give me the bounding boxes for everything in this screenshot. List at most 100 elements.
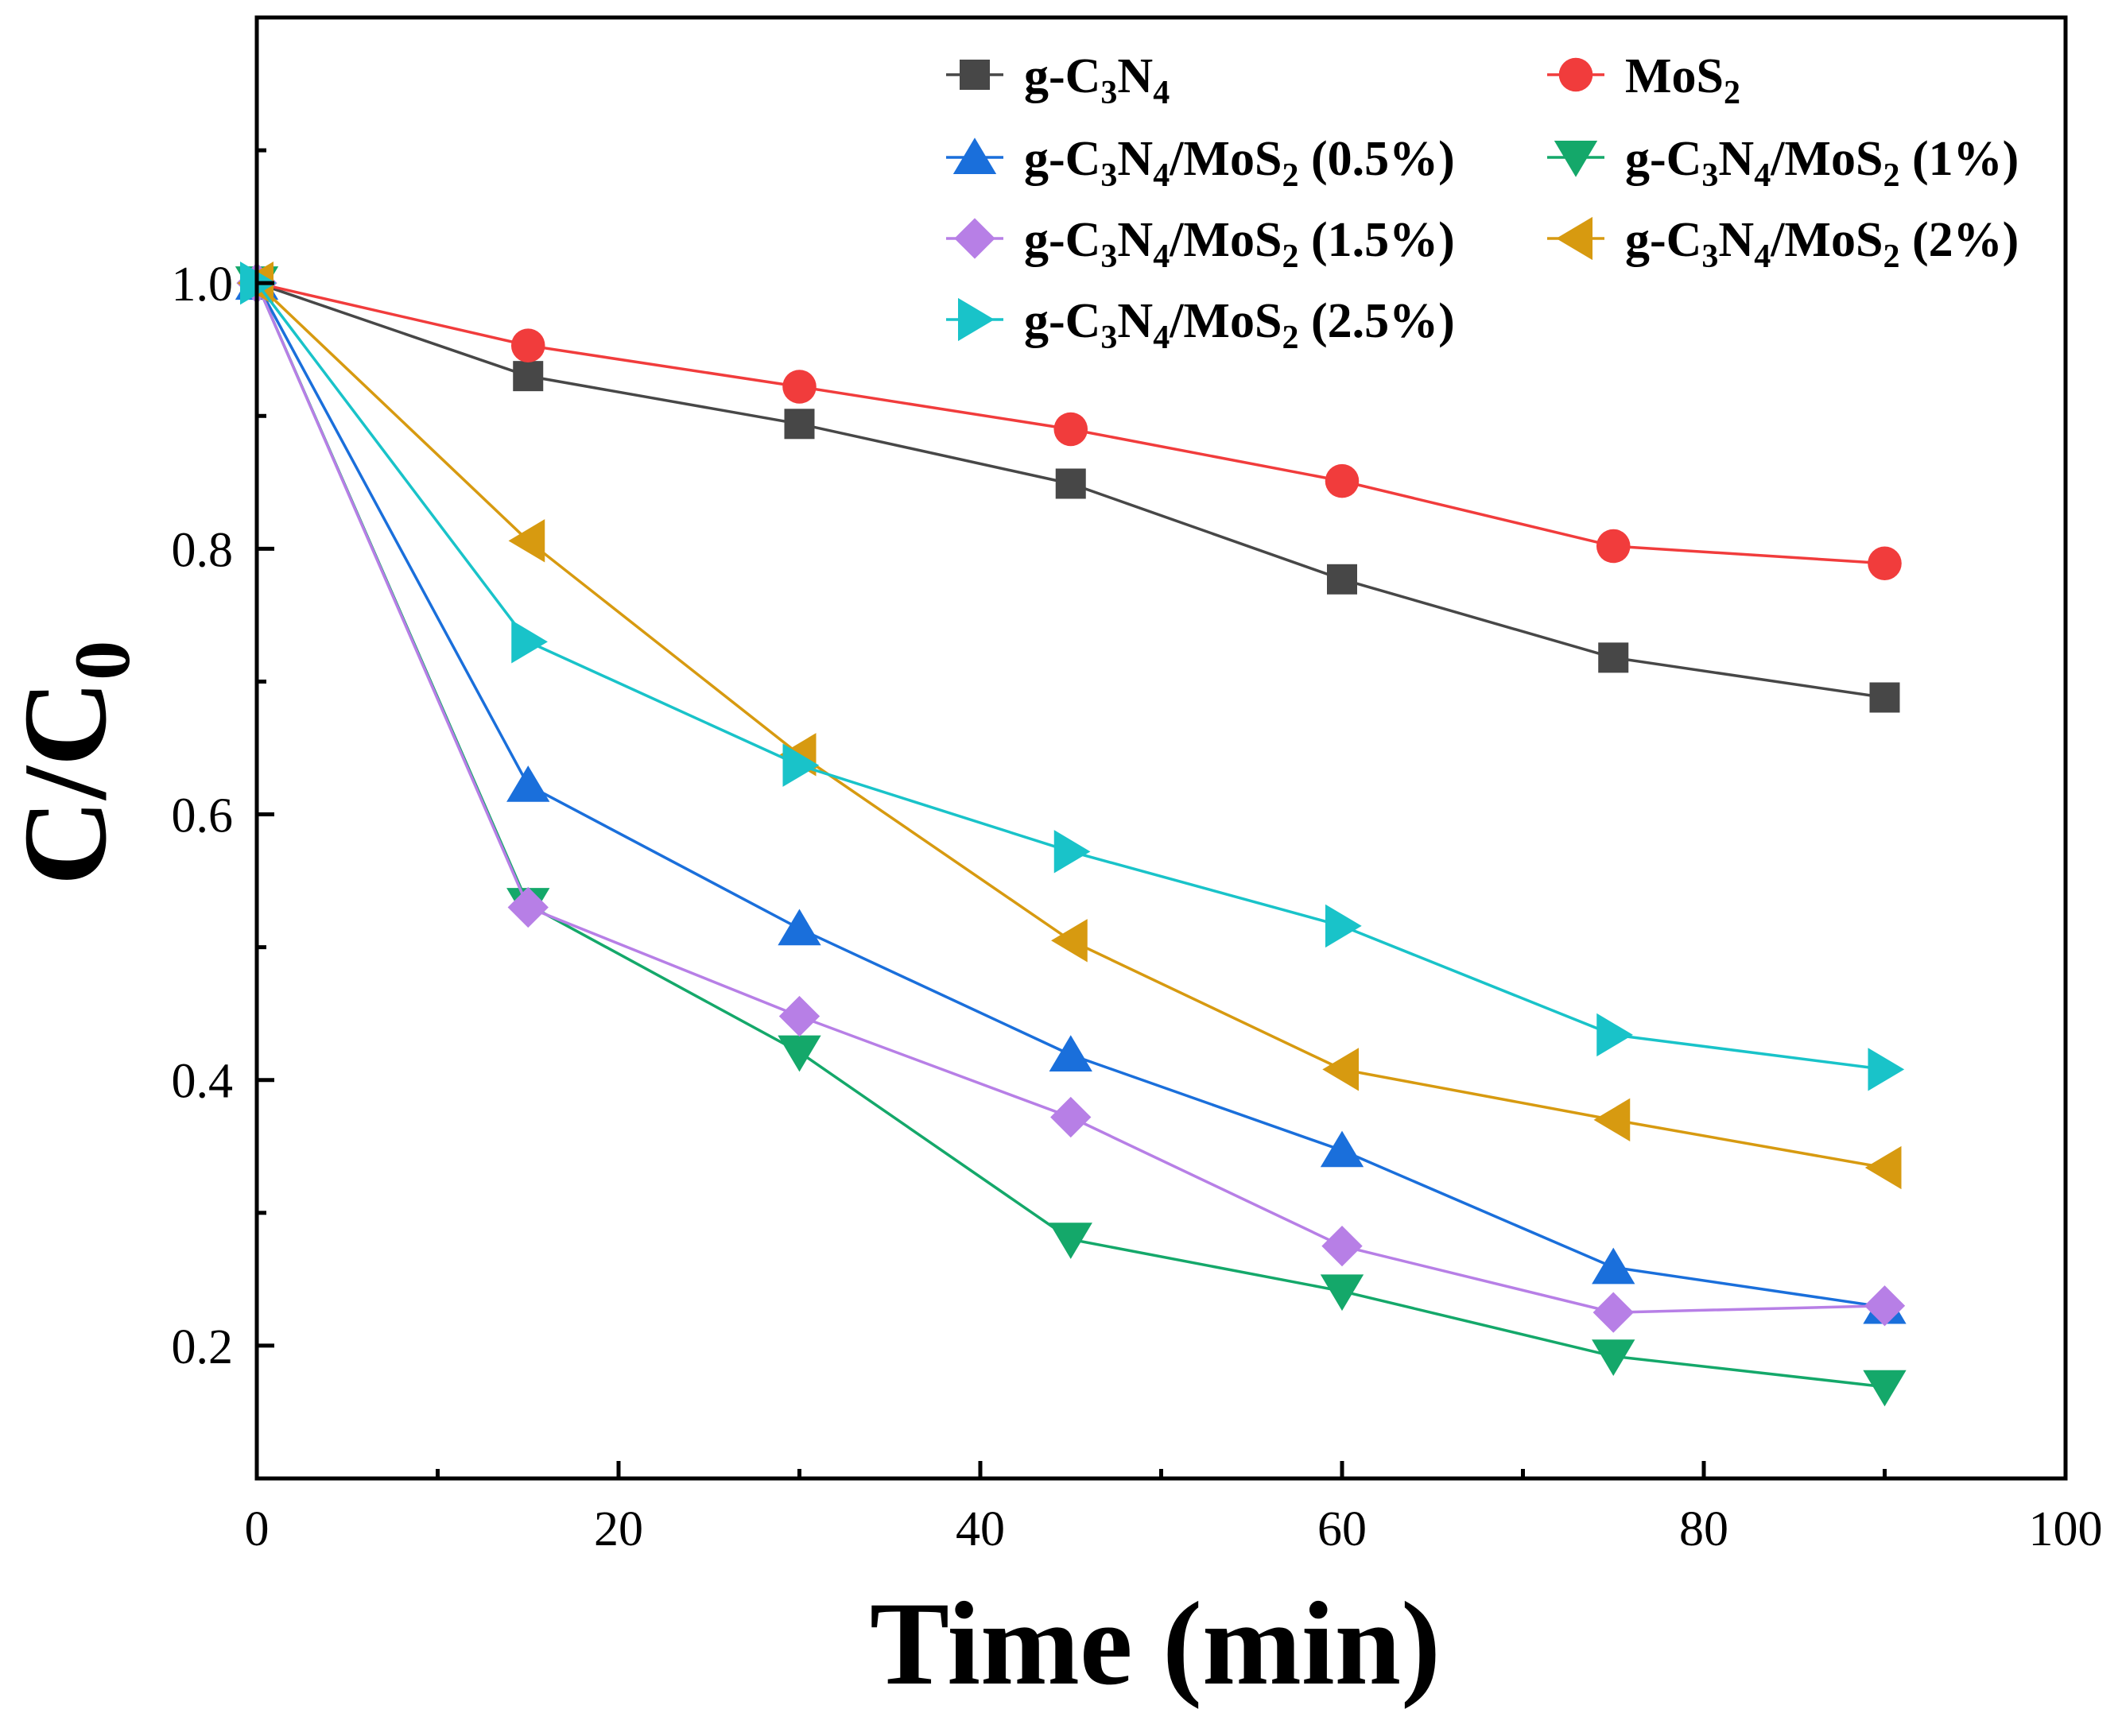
legend-marker [960, 60, 990, 90]
legend-label-part: 4 [1153, 320, 1170, 356]
legend-label-part: N [1117, 132, 1153, 186]
data-point [1325, 904, 1362, 948]
legend-label: g-C3N4/MoS2 (1.5%) [1024, 213, 1455, 275]
legend-label-part: g-C [1625, 132, 1701, 186]
data-point [506, 765, 550, 802]
legend-label-part: 2 [1282, 238, 1298, 275]
data-point [782, 743, 820, 787]
data-point [1049, 1035, 1092, 1071]
axes: 0 20 40 60 80 100 0.2 0.4 0.6 0.8 1.0 [172, 15, 2103, 1556]
y-axis-title-main: C/C [0, 680, 131, 885]
legend-label-part: 3 [1100, 320, 1117, 356]
x-tick-label: 20 [594, 1502, 643, 1556]
series-layer [235, 262, 1907, 1407]
data-point [1598, 642, 1629, 673]
data-point [1053, 830, 1091, 874]
data-point [1322, 1048, 1359, 1091]
legend-entry: g-C3N4/MoS2 (0.5%) [946, 132, 1455, 194]
legend-label-part: N [1117, 213, 1153, 267]
legend-label: g-C3N4/MoS2 (0.5%) [1024, 132, 1455, 194]
legend-label-part: /MoS [1770, 213, 1883, 267]
legend-label-part: /MoS [1169, 132, 1282, 186]
series-4 [236, 262, 1906, 1333]
series-0 [242, 268, 1900, 713]
legend-label-part: (2.5%) [1298, 294, 1454, 348]
legend-label-part: /MoS [1169, 213, 1282, 267]
legend-entry: MoS2 [1547, 49, 1740, 111]
legend-label: g-C3N4/MoS2 (2.5%) [1024, 294, 1455, 356]
legend-label: g-C3N4 [1024, 49, 1170, 111]
legend-marker [958, 297, 995, 342]
legend-label-part: g-C [1024, 213, 1100, 267]
legend-label-part: (2%) [1899, 213, 2019, 267]
data-point [510, 328, 545, 362]
legend-label-part: 3 [1100, 238, 1117, 275]
data-point [778, 909, 821, 946]
series-line [255, 282, 1885, 1389]
data-point [1320, 1130, 1364, 1168]
data-point [1055, 468, 1086, 499]
series-6 [240, 262, 1905, 1091]
legend-label-part: 2 [1282, 157, 1298, 194]
data-point [1051, 919, 1088, 963]
legend-label-part: 2 [1282, 320, 1298, 356]
data-point [1327, 564, 1357, 595]
x-tick-label: 0 [245, 1502, 270, 1556]
data-point [782, 370, 817, 404]
legend-label-part: 2 [1883, 157, 1899, 194]
x-tick-label: 40 [956, 1502, 1005, 1556]
data-point [507, 886, 549, 928]
y-tick-label: 1.0 [172, 258, 234, 312]
legend-marker [1554, 141, 1598, 177]
legend-marker [952, 138, 997, 174]
legend-label-part: MoS [1625, 49, 1724, 103]
data-point [1864, 1145, 1902, 1190]
data-point [1049, 1223, 1092, 1259]
y-tick-label: 0.6 [172, 789, 234, 843]
legend-label-part: g-C [1024, 49, 1100, 103]
legend-label: g-C3N4/MoS2 (2%) [1625, 213, 2019, 275]
data-point [1320, 1274, 1364, 1312]
legend-label-part: /MoS [1169, 294, 1282, 348]
data-point [1592, 1339, 1635, 1376]
data-point [508, 519, 545, 563]
x-axis-title: Time (min) [870, 1578, 1441, 1710]
data-point [1864, 1285, 1906, 1327]
legend-label-part: 4 [1754, 157, 1771, 194]
x-tick-label: 100 [2029, 1502, 2103, 1556]
legend-label-part: 2 [1724, 75, 1740, 111]
data-point [784, 409, 815, 440]
data-point [778, 1035, 821, 1072]
data-point [1321, 1225, 1363, 1267]
legend-marker [1558, 57, 1593, 92]
legend-label-part: g-C [1625, 213, 1701, 267]
legend-label-part: N [1117, 49, 1153, 103]
data-point [1050, 1096, 1092, 1138]
legend-entry: g-C3N4 [946, 49, 1170, 111]
legend-label-part: 4 [1153, 75, 1170, 111]
legend-label-part: N [1718, 132, 1754, 186]
x-tick-label: 60 [1317, 1502, 1367, 1556]
y-tick-label: 0.4 [172, 1055, 234, 1109]
data-point [1596, 1013, 1633, 1057]
legend-label-part: N [1718, 213, 1754, 267]
data-point [1325, 463, 1360, 498]
x-tick-label: 80 [1679, 1502, 1728, 1556]
legend-marker [954, 218, 995, 259]
data-point [1053, 412, 1088, 447]
legend-entry: g-C3N4/MoS2 (1%) [1547, 132, 2019, 194]
y-axis-title: C/C0 [0, 641, 146, 885]
legend-label-part: N [1117, 294, 1153, 348]
legend-label-part: 3 [1100, 75, 1117, 111]
legend-entry: g-C3N4/MoS2 (1.5%) [946, 213, 1455, 275]
y-tick-label: 0.2 [172, 1320, 234, 1374]
data-point [1596, 529, 1631, 564]
data-point [1869, 682, 1900, 713]
legend-label-part: g-C [1024, 132, 1100, 186]
legend-marker [1556, 216, 1592, 261]
data-point [511, 620, 548, 664]
y-axis-title-sub: 0 [58, 641, 146, 680]
data-point [1592, 1292, 1634, 1333]
